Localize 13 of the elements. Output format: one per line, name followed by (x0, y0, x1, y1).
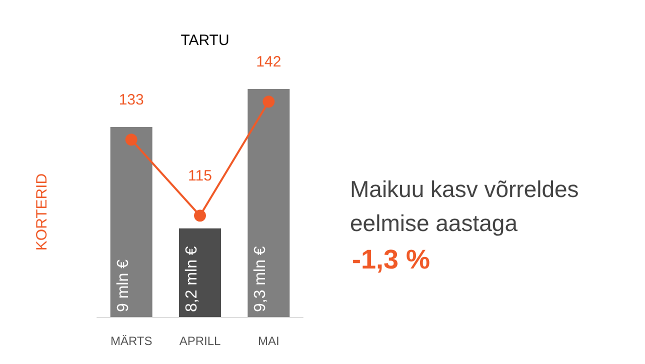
x-tick-label: MÄRTS (110, 334, 152, 348)
text: Maikuu kasv võrreldes eelmise aastaga (350, 176, 586, 236)
data-label: 9 mln € (114, 259, 132, 312)
text: -1,3 % (352, 244, 430, 274)
data-label: 115 (188, 168, 212, 185)
y-axis-title: KORTERID (34, 173, 50, 251)
x-tick-label: APRILL (179, 334, 221, 348)
data-label: 133 (118, 92, 144, 109)
data-label: 9,3 mln € (252, 246, 270, 312)
x-tick-label: MAI (258, 334, 280, 348)
data-label: 8,2 mln € (184, 246, 200, 312)
data-label: 142 (256, 54, 282, 71)
chart-title: TARTU (180, 32, 230, 49)
